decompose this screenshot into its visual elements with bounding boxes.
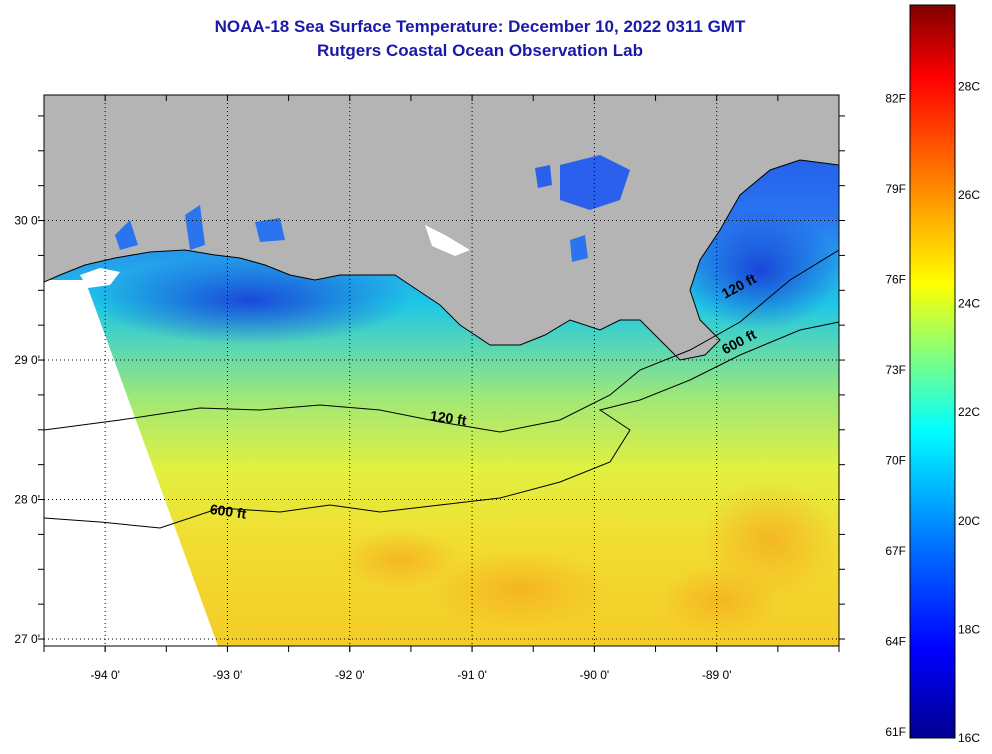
longitude-tick-label: -89 0' xyxy=(702,668,732,682)
lake-water xyxy=(185,205,205,250)
colorbar-celsius-labels: 28C 26C 24C 22C 20C 18C 16C xyxy=(958,79,980,745)
colorbar-celsius-label: 28C xyxy=(958,79,980,93)
colorbar-celsius-label: 20C xyxy=(958,514,980,528)
longitude-tick-label: -91 0' xyxy=(457,668,487,682)
map-frame xyxy=(43,94,840,647)
land-mass xyxy=(44,95,839,360)
warm-water-patch xyxy=(660,565,780,635)
lake-water xyxy=(535,165,552,188)
contour-label: 120 ft xyxy=(429,407,468,428)
colorbar xyxy=(909,4,956,739)
latitude-tick-label: 30 0' xyxy=(14,214,40,228)
graticule xyxy=(44,95,839,646)
lake-water xyxy=(80,268,120,288)
lake-water xyxy=(560,155,630,210)
colorbar-fahrenheit-label: 64F xyxy=(885,634,906,648)
colorbar-celsius-label: 16C xyxy=(958,731,980,745)
colorbar-celsius-label: 24C xyxy=(958,297,980,311)
latitude-axis: 30 0' 29 0' 28 0' 27 0' xyxy=(14,115,845,646)
no-data-region xyxy=(44,280,218,646)
colorbar-celsius-label: 26C xyxy=(958,188,980,202)
cool-water-patch xyxy=(680,210,839,330)
lake-water xyxy=(570,235,588,262)
colorbar-fahrenheit-label: 70F xyxy=(885,453,906,467)
latitude-tick-label: 29 0' xyxy=(14,353,40,367)
longitude-tick-label: -90 0' xyxy=(580,668,610,682)
bathymetry-120ft xyxy=(43,249,840,433)
colorbar-fahrenheit-label: 76F xyxy=(885,272,906,286)
warm-water-patch xyxy=(430,550,610,630)
latitude-tick-label: 27 0' xyxy=(14,632,40,646)
map-subtitle: Rutgers Coastal Ocean Observation Lab xyxy=(317,41,643,60)
lake-water xyxy=(115,220,138,250)
warm-water-patch xyxy=(340,530,460,590)
colorbar-fahrenheit-label: 79F xyxy=(885,182,906,196)
lake-water xyxy=(425,225,470,256)
lake-water xyxy=(255,218,285,242)
contour-label: 600 ft xyxy=(209,501,248,522)
coastline xyxy=(44,159,839,361)
longitude-tick-label: -94 0' xyxy=(90,668,120,682)
colorbar-fahrenheit-label: 61F xyxy=(885,725,906,739)
longitude-tick-label: -92 0' xyxy=(335,668,365,682)
colorbar-fahrenheit-label: 67F xyxy=(885,544,906,558)
map-title: NOAA-18 Sea Surface Temperature: Decembe… xyxy=(214,17,746,36)
bathymetry-600ft xyxy=(43,321,840,529)
colorbar-celsius-label: 18C xyxy=(958,622,980,636)
latitude-tick-label: 28 0' xyxy=(14,493,40,507)
longitude-axis: -94 0' -93 0' -92 0' -91 0' -90 0' -89 0' xyxy=(43,95,840,682)
colorbar-fahrenheit-label: 82F xyxy=(885,92,906,106)
colorbar-celsius-label: 22C xyxy=(958,405,980,419)
longitude-tick-label: -93 0' xyxy=(213,668,243,682)
colorbar-fahrenheit-label: 73F xyxy=(885,363,906,377)
colorbar-fahrenheit-labels: 82F 79F 76F 73F 70F 67F 64F 61F xyxy=(885,92,906,739)
